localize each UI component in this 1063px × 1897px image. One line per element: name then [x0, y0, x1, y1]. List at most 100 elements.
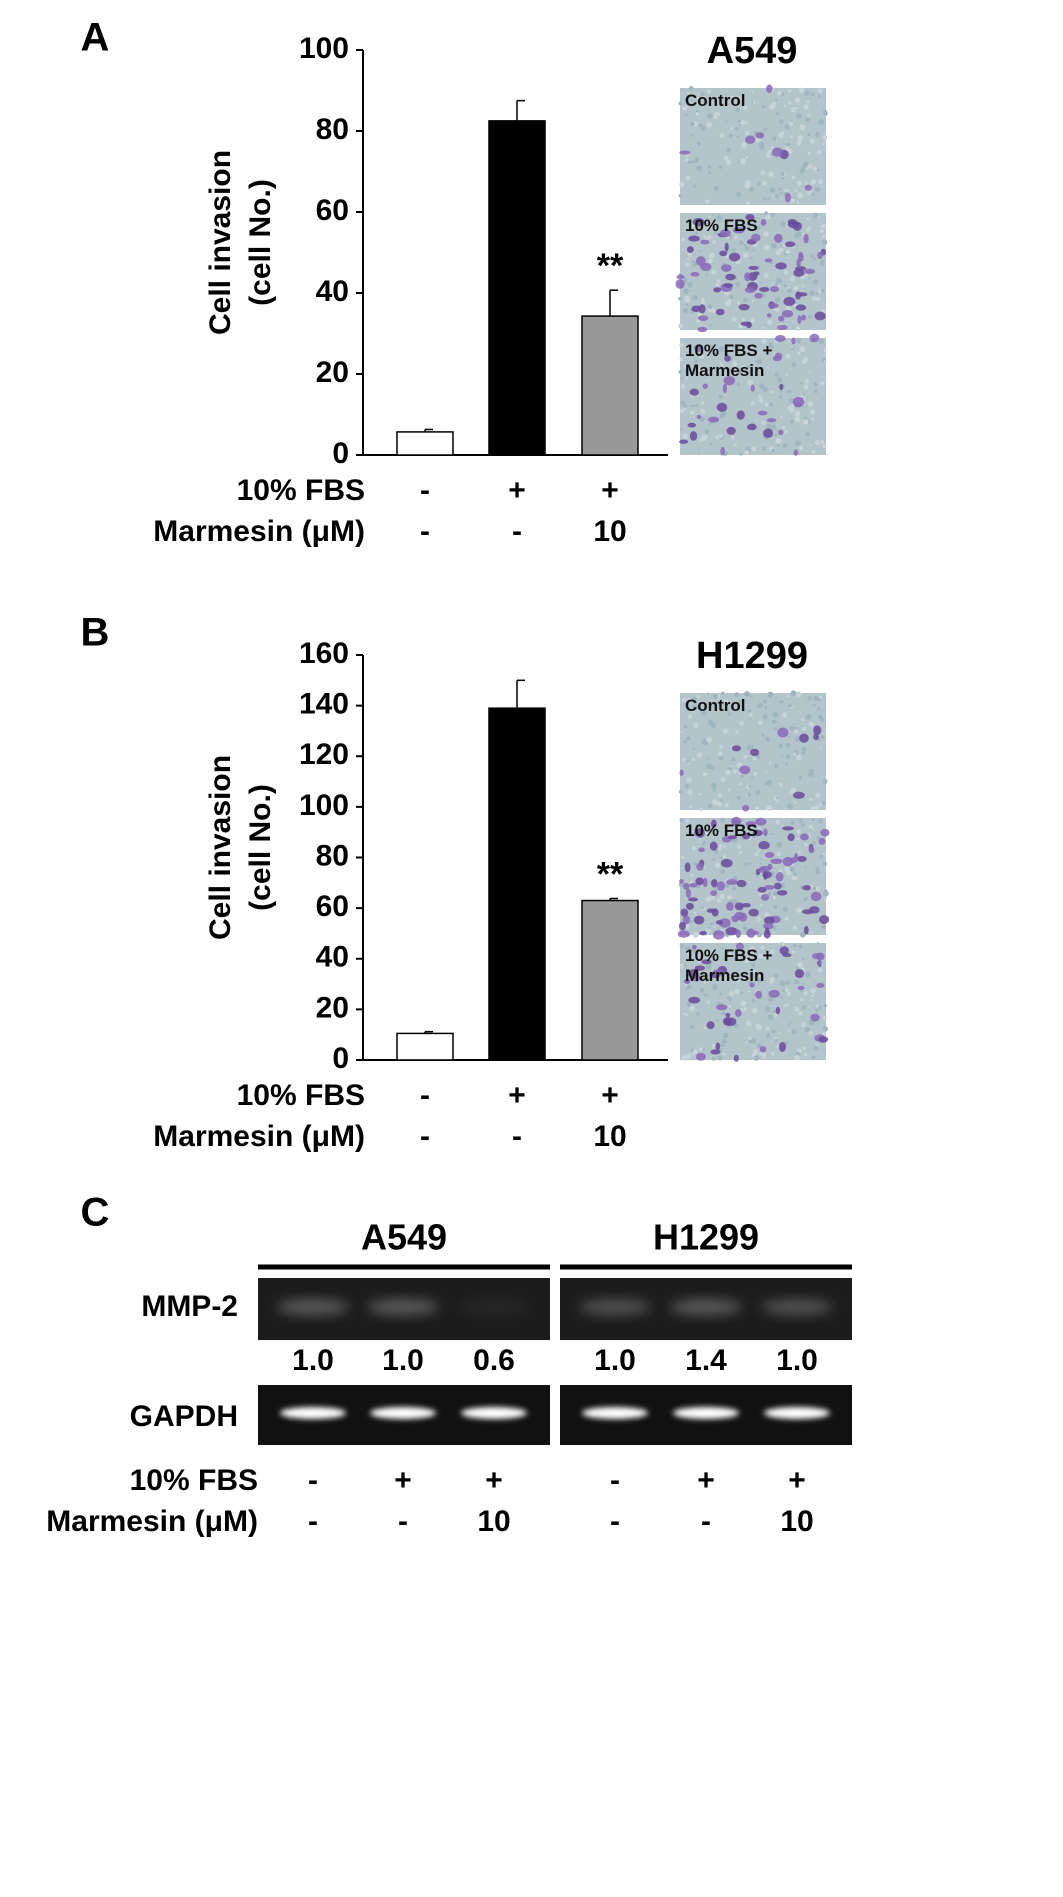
cell — [782, 856, 793, 867]
texture — [685, 1053, 691, 1060]
cell — [735, 929, 741, 939]
texture — [764, 127, 768, 131]
cell — [750, 384, 755, 392]
texture — [728, 133, 733, 138]
texture — [793, 872, 797, 876]
texture — [815, 297, 821, 302]
texture — [712, 985, 718, 991]
texture — [709, 344, 714, 349]
texture — [802, 1046, 806, 1051]
texture — [679, 943, 685, 949]
cell — [776, 324, 788, 330]
texture — [811, 296, 817, 301]
cell — [722, 1017, 732, 1026]
significance: ** — [597, 247, 624, 285]
texture — [803, 419, 809, 425]
texture — [778, 1031, 781, 1034]
band — [280, 1407, 346, 1419]
texture — [749, 694, 753, 699]
cell — [774, 352, 783, 359]
texture — [766, 366, 770, 370]
texture — [725, 948, 729, 952]
texture — [708, 165, 712, 169]
cell — [691, 305, 701, 313]
texture — [766, 779, 772, 785]
texture — [732, 248, 736, 252]
panel-label: C — [81, 1191, 110, 1235]
texture — [739, 909, 743, 913]
texture — [695, 231, 699, 235]
cell — [746, 928, 756, 938]
texture — [679, 343, 684, 348]
ratio: 1.0 — [594, 1344, 636, 1377]
cell — [760, 893, 770, 901]
texture — [682, 308, 689, 314]
texture — [744, 182, 751, 189]
texture — [722, 1052, 726, 1056]
texture — [778, 782, 783, 787]
texture — [715, 956, 718, 959]
texture — [702, 771, 708, 777]
cell — [693, 915, 705, 925]
texture — [716, 898, 722, 903]
cell — [680, 908, 689, 917]
texture — [692, 948, 697, 953]
texture — [757, 826, 762, 831]
texture — [775, 819, 780, 825]
texture — [799, 346, 806, 353]
texture — [701, 371, 705, 374]
condition-value: - — [512, 1120, 522, 1153]
cell — [724, 242, 729, 252]
texture — [745, 156, 749, 159]
texture — [808, 1005, 811, 1008]
texture — [684, 369, 687, 373]
texture — [820, 734, 825, 740]
y-tick-label: 20 — [316, 991, 349, 1024]
texture — [750, 401, 755, 406]
texture — [774, 372, 779, 377]
texture — [692, 709, 695, 713]
cell — [699, 931, 708, 936]
texture — [757, 917, 762, 922]
texture — [823, 349, 827, 352]
cell — [766, 418, 777, 423]
texture — [696, 97, 699, 100]
texture — [690, 1024, 695, 1030]
texture — [686, 1002, 692, 1008]
texture — [758, 141, 765, 148]
texture — [803, 384, 809, 390]
texture — [811, 449, 816, 454]
texture — [703, 830, 708, 835]
texture — [755, 1023, 761, 1029]
cell — [763, 428, 774, 439]
y-tick-label: 160 — [299, 637, 349, 670]
texture — [821, 924, 827, 930]
cell — [777, 315, 785, 322]
texture — [722, 728, 729, 734]
texture — [790, 119, 793, 122]
texture — [761, 420, 766, 425]
texture — [713, 925, 716, 928]
cell — [802, 884, 812, 891]
texture — [752, 843, 755, 846]
cell — [694, 965, 706, 971]
texture — [814, 805, 820, 810]
texture — [808, 771, 814, 777]
texture — [786, 288, 792, 294]
texture — [795, 326, 801, 331]
y-tick-label: 100 — [299, 789, 349, 822]
condition-value: - — [398, 1505, 408, 1538]
texture — [761, 446, 767, 452]
texture — [764, 1006, 771, 1013]
texture — [822, 778, 828, 784]
texture — [693, 861, 698, 866]
texture — [797, 908, 800, 911]
texture — [778, 118, 784, 124]
micrograph: 10% FBS — [677, 816, 830, 940]
texture — [723, 349, 727, 353]
texture — [793, 752, 797, 756]
texture — [819, 261, 824, 266]
cell — [759, 287, 770, 293]
cell — [804, 184, 812, 191]
ratio: 1.0 — [776, 1344, 818, 1377]
